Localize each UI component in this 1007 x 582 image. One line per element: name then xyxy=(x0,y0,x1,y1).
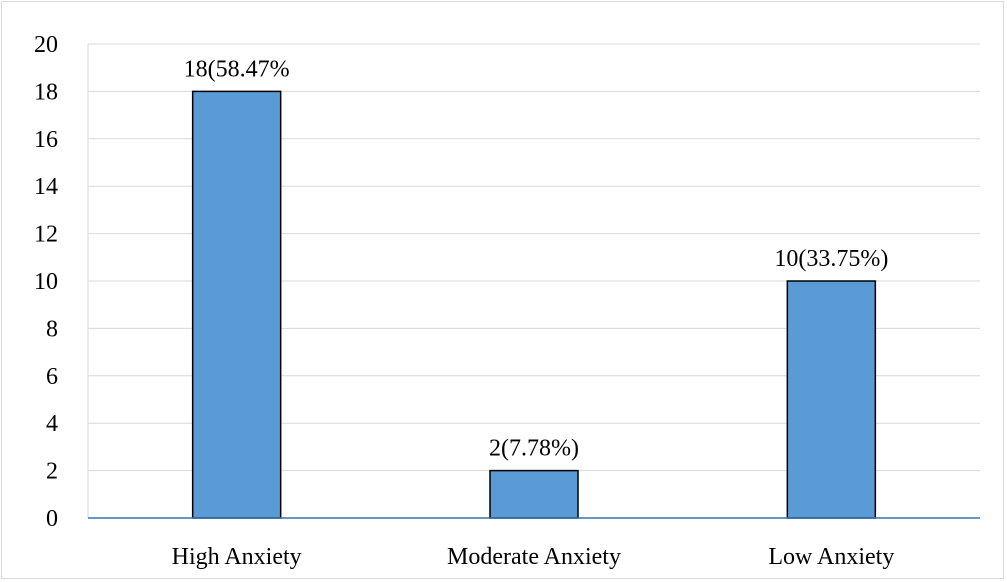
y-tick-label: 2 xyxy=(46,459,58,485)
y-tick-label: 14 xyxy=(34,174,58,200)
bar xyxy=(489,469,579,519)
x-category-label: Low Anxiety xyxy=(768,544,894,570)
data-label: 18(58.47% xyxy=(184,56,290,82)
x-category-label: Moderate Anxiety xyxy=(447,544,621,570)
bar xyxy=(786,280,877,519)
y-tick-label: 0 xyxy=(46,506,58,532)
y-tick-label: 18 xyxy=(34,79,58,105)
data-label: 10(33.75%) xyxy=(774,246,888,272)
y-tick-label: 8 xyxy=(46,316,58,342)
y-tick-label: 6 xyxy=(46,364,58,390)
y-tick-label: 16 xyxy=(34,127,58,153)
y-tick-label: 10 xyxy=(34,269,58,295)
y-tick-label: 20 xyxy=(34,32,58,58)
bar xyxy=(191,90,282,519)
y-tick-label: 4 xyxy=(46,411,58,437)
data-label: 2(7.78%) xyxy=(489,436,579,462)
y-tick-label: 12 xyxy=(34,222,58,248)
x-category-label: High Anxiety xyxy=(172,544,302,570)
